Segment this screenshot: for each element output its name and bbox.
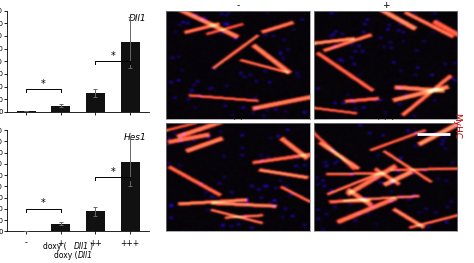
Text: ): ) (89, 242, 92, 251)
Text: *: * (41, 198, 46, 208)
Bar (86, 211, 105, 231)
Bar (86, 93, 105, 112)
Bar (17, 111, 36, 112)
Text: Dll1: Dll1 (73, 242, 89, 251)
Text: *: * (110, 167, 115, 177)
Title: -: - (237, 1, 240, 10)
Text: doxy (: doxy ( (43, 242, 66, 251)
Text: ++: ++ (89, 239, 102, 247)
Bar (51, 224, 70, 231)
Text: *: * (41, 79, 46, 89)
Text: +: + (57, 239, 64, 247)
Title: +: + (382, 1, 390, 10)
Bar (120, 162, 139, 231)
Title: +++: +++ (374, 113, 397, 122)
Text: Dll1: Dll1 (78, 251, 93, 260)
Bar (51, 105, 70, 112)
Bar (120, 42, 139, 112)
Text: MyHC: MyHC (452, 113, 461, 139)
Text: Hes1: Hes1 (124, 133, 146, 142)
Title: ++: ++ (230, 113, 246, 122)
Text: Dll1: Dll1 (128, 14, 146, 23)
Text: doxy (: doxy ( (55, 251, 78, 260)
Text: +++: +++ (120, 239, 139, 247)
Text: *: * (110, 51, 115, 61)
Text: -: - (25, 239, 27, 247)
